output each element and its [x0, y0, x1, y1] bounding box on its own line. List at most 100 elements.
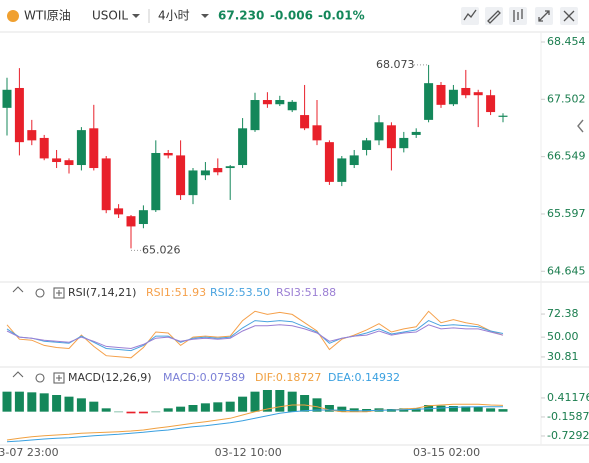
histogram-bar: [337, 406, 347, 412]
histogram-bar: [163, 408, 173, 412]
histogram-bar: [76, 398, 86, 412]
histogram-bar: [436, 405, 446, 412]
collapse-arrow[interactable]: [577, 119, 584, 133]
low-annotation: 65.026: [142, 243, 181, 256]
histogram-bar: [486, 408, 496, 412]
add-icon[interactable]: [53, 287, 65, 299]
candle-body: [14, 87, 24, 143]
panel-icons: [12, 286, 65, 384]
histogram-bar: [64, 396, 74, 412]
y-tick-label: 66.549: [547, 150, 586, 163]
candle-body: [238, 128, 248, 166]
add-icon-plus[interactable]: [56, 290, 62, 296]
x-tick-label: 03-12 10:00: [215, 446, 282, 459]
legend-entry: MACD:0.07589: [163, 371, 245, 384]
indicator-line: [6, 324, 504, 350]
interval[interactable]: 4小时: [158, 9, 190, 23]
high-annotation: 68.073: [376, 58, 415, 71]
draw-button[interactable]: [485, 7, 503, 25]
histogram-bar: [138, 411, 148, 414]
histogram-bar: [324, 405, 334, 412]
candle-body: [473, 92, 483, 96]
settings-icon[interactable]: [35, 373, 45, 383]
add-icon[interactable]: [53, 372, 65, 384]
y-tick-label: 50.00: [547, 330, 579, 343]
candle-body: [262, 100, 272, 105]
y-tick-label: 0.41176: [547, 391, 589, 404]
histogram-bar: [411, 408, 421, 412]
toolbar-icons: [461, 7, 578, 25]
histogram-bar: [287, 391, 297, 412]
candle-body: [2, 89, 12, 108]
candle-body: [250, 100, 260, 131]
dropdown-icon[interactable]: [132, 14, 140, 18]
histogram-bar: [262, 390, 272, 412]
legend-entry: DIF:0.18727: [255, 371, 321, 384]
candle-body: [486, 95, 496, 113]
add-icon-plus[interactable]: [56, 375, 62, 381]
candle-body: [436, 84, 446, 105]
histogram-bar: [151, 411, 161, 413]
histogram-bar: [39, 393, 49, 412]
collapse-icon[interactable]: [12, 371, 24, 378]
price: 67.230: [218, 9, 264, 23]
symbol-name[interactable]: WTI原油: [24, 9, 71, 23]
histogram-bar: [89, 401, 99, 412]
indicator-icon[interactable]: [463, 9, 477, 21]
legend-entry: RSI3:51.88: [276, 286, 336, 299]
histogram-bar: [461, 406, 471, 412]
histogram-bar: [213, 402, 223, 412]
candle-body: [176, 155, 186, 196]
close-icon[interactable]: [563, 10, 575, 22]
dropdown-icon[interactable]: [201, 14, 209, 18]
symbol-code[interactable]: USOIL: [92, 9, 128, 23]
candle-body: [200, 170, 210, 176]
candle-body: [27, 130, 37, 141]
candle-body: [374, 122, 384, 141]
y-tick-label: 72.38: [547, 307, 579, 320]
candle-body: [312, 125, 322, 141]
candle-body: [225, 166, 235, 169]
histogram-bar: [200, 403, 210, 412]
candle-body: [424, 83, 434, 120]
candle-body: [399, 137, 409, 149]
settings-icon[interactable]: [35, 288, 45, 298]
histogram-bar: [2, 391, 12, 412]
candle-body: [386, 125, 396, 149]
indicator-line: [6, 403, 504, 441]
legend-entry: DEA:0.14932: [328, 371, 400, 384]
histogram-bar: [27, 392, 37, 412]
histogram-bar: [114, 411, 124, 413]
y-tick-label: 65.597: [547, 207, 586, 220]
x-tick-label: 03-07 23:00: [0, 446, 59, 459]
type-icon[interactable]: [513, 9, 523, 22]
candle-body: [349, 155, 359, 166]
histogram-bar: [126, 411, 136, 414]
candle-body: [126, 216, 136, 227]
candle-body: [324, 142, 334, 182]
candle-body: [64, 160, 74, 166]
candle-body: [362, 140, 372, 150]
candle-body: [101, 158, 111, 211]
indicator-line: [6, 406, 503, 443]
indicator-line: [6, 310, 504, 359]
collapse-icon[interactable]: [12, 286, 24, 293]
candle-body: [337, 158, 347, 182]
histogram-bar: [101, 408, 111, 412]
histogram-bar: [275, 390, 285, 412]
draw-icon[interactable]: [487, 10, 501, 24]
candle-body: [275, 100, 285, 105]
candle-body: [163, 152, 173, 156]
candle-body: [188, 170, 198, 196]
histogram-bar: [14, 391, 24, 412]
change: -0.006: [270, 9, 313, 23]
histogram-bar: [312, 398, 322, 412]
fullscreen-icon[interactable]: [538, 10, 550, 22]
y-tick-label: 68.454: [547, 35, 586, 48]
candle-body: [213, 168, 223, 173]
indicator-title: MACD(12,26,9): [68, 371, 152, 384]
y-tick-label: 30.81: [547, 350, 579, 363]
candle-body: [76, 130, 86, 166]
